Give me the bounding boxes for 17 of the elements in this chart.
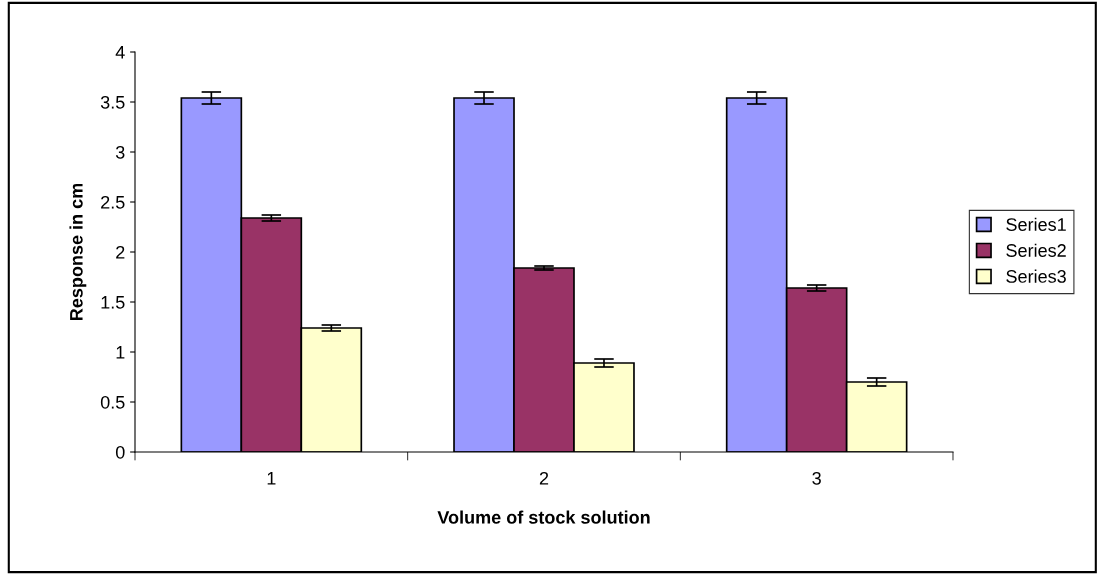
y-tick-label: 1 — [116, 346, 125, 359]
y-tick-label: 3 — [115, 145, 125, 159]
y-tick-label: 4 — [115, 46, 125, 59]
y-tick-label: 0 — [115, 445, 125, 459]
y-axis-title: Response in cm — [69, 183, 87, 321]
legend-label: Series2 — [1006, 243, 1066, 257]
legend-label: Series3 — [1006, 269, 1066, 283]
y-tick-label: 2 — [116, 245, 125, 259]
y-tick-label: 0.5 — [100, 395, 125, 409]
y-tick-label: 3.5 — [100, 95, 125, 109]
x-tick-label: 3 — [812, 471, 821, 485]
x-tick-label: 1 — [267, 472, 276, 485]
y-tick-label: 2.5 — [101, 195, 125, 209]
x-axis-title: Volume of stock solution — [437, 510, 650, 524]
x-tick-label: 2 — [539, 471, 549, 485]
y-tick-label: 1.5 — [101, 296, 125, 309]
legend-label: Series1 — [1006, 217, 1066, 231]
